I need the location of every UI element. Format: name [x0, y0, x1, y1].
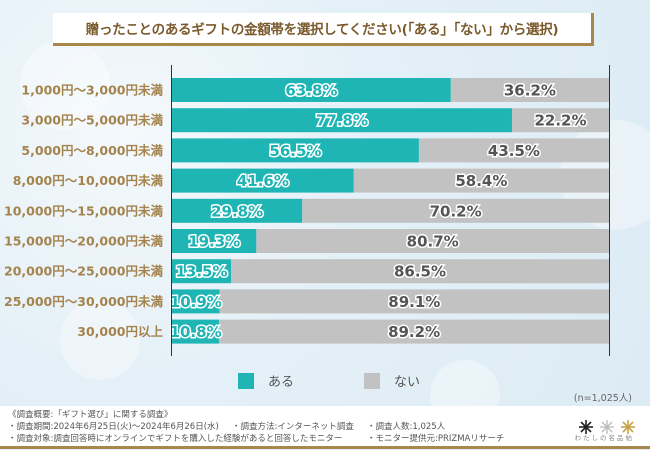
value-label-aru: 56.5% — [269, 142, 321, 160]
bar-nai — [353, 168, 609, 193]
legend-swatch-nai — [364, 372, 381, 389]
bar-nai — [302, 198, 609, 223]
value-label-nai: 70.2% — [430, 202, 482, 220]
brand-logo-text: わたしの名品帖 — [574, 434, 634, 442]
survey-period: ・調査期間:2024年6月25日(火)～2024年6月26日(水) — [8, 422, 219, 432]
value-label-nai: 22.2% — [534, 112, 586, 130]
bar-nai — [418, 138, 609, 163]
bar-nai — [511, 108, 609, 133]
value-label-nai: 89.2% — [388, 323, 440, 341]
survey-provider: ・モニター提供元:PRIZMAリサーチ — [367, 434, 505, 444]
legend-label-aru: ある — [268, 375, 295, 390]
legend-label-nai: ない — [394, 375, 421, 390]
value-label-nai: 36.2% — [504, 82, 556, 100]
chart-title-box: 贈ったことのあるギフトの金額帯を選択してください(「ある」「ない」から選択) — [53, 13, 594, 46]
category-label: 20,000円～25,000円未満 — [4, 264, 163, 279]
value-label-nai: 80.7% — [407, 233, 459, 251]
value-label-nai: 43.5% — [488, 142, 540, 160]
legend-item-aru: ある — [238, 371, 294, 390]
bar-aru — [172, 259, 231, 284]
value-label-aru: 77.8% — [316, 112, 368, 130]
bar-nai — [450, 78, 609, 102]
value-label-nai: 89.1% — [388, 293, 440, 311]
category-label: 25,000円～30,000円未満 — [4, 294, 163, 309]
bar-aru — [172, 108, 512, 133]
category-label: 30,000円以上 — [77, 324, 163, 339]
survey-count: ・調査人数:1,025人 — [367, 422, 446, 432]
legend-swatch-aru — [238, 372, 254, 389]
bar-nai — [256, 229, 609, 253]
value-label-aru: 19.3% — [188, 233, 240, 251]
value-label-aru: 41.6% — [237, 172, 289, 190]
bar-chart: 1,000円～3,000円未満 63.8% 36.2% 3,000円～5,000円未満… — [4, 65, 610, 356]
survey-footer: 《調査概要:「ギフト選び」に関する調査》 ・調査期間:2024年6月25日(火)… — [0, 406, 650, 449]
category-label: 10,000円～15,000円未満 — [4, 203, 163, 218]
value-label-aru: 10.9% — [170, 293, 222, 311]
bar-aru — [172, 78, 451, 102]
legend-item-nai: ない — [364, 371, 420, 390]
brand-logo-icon — [579, 420, 635, 434]
bar-nai — [230, 259, 609, 284]
legend: ある ない — [238, 371, 490, 390]
value-label-aru: 10.8% — [170, 323, 222, 341]
category-label: 1,000円～3,000円未満 — [21, 83, 163, 98]
value-label-aru: 13.5% — [175, 263, 227, 281]
category-label: 5,000円～8,000円未満 — [21, 143, 163, 158]
background-decoration — [60, 300, 140, 380]
bar-aru — [172, 138, 419, 163]
category-label: 8,000円～10,000円未満 — [13, 173, 164, 188]
survey-method: ・調査方法:インターネット調査 — [232, 422, 354, 432]
bar-nai — [219, 289, 609, 314]
survey-overview-title: 《調査概要:「ギフト選び」に関する調査》 — [8, 410, 173, 420]
category-label: 3,000円～5,000円未満 — [21, 113, 163, 128]
bar-aru — [172, 198, 303, 223]
value-label-aru: 29.8% — [211, 202, 263, 220]
bar-aru — [172, 319, 220, 344]
chart-title: 贈ったことのあるギフトの金額帯を選択してください(「ある」「ない」から選択) — [85, 22, 559, 38]
value-label-nai: 58.4% — [455, 172, 507, 190]
bar-aru — [172, 289, 220, 314]
bar-nai — [219, 319, 610, 344]
sample-size-note: (n=1,025人) — [573, 393, 632, 404]
bar-aru — [172, 168, 354, 193]
value-label-nai: 86.5% — [394, 263, 446, 281]
survey-target: ・調査対象:調査回答時にオンラインでギフトを購入した経験があると回答したモニター — [8, 434, 343, 444]
background-decoration — [20, 40, 110, 130]
value-label-aru: 63.8% — [285, 82, 337, 100]
category-label: 15,000円～20,000円未満 — [4, 234, 163, 249]
bar-aru — [172, 229, 257, 253]
